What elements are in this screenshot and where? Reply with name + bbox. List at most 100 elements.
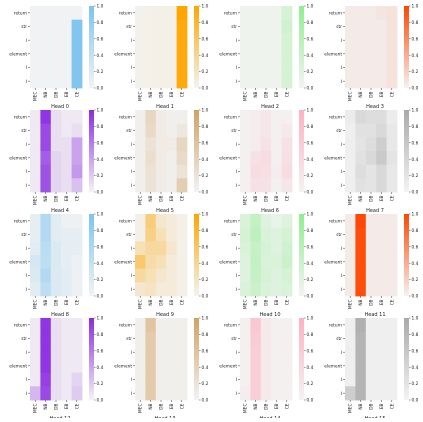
heatmap-cell bbox=[145, 178, 157, 193]
heatmap-cell bbox=[50, 282, 62, 297]
col-label: CE bbox=[179, 195, 185, 201]
heatmap-cell bbox=[260, 318, 272, 333]
heatmap-cell bbox=[166, 74, 177, 89]
heatmap-cell bbox=[365, 255, 377, 270]
colorbar-tick-label: 0.8 bbox=[97, 20, 104, 26]
heatmap-cell bbox=[176, 345, 188, 360]
col-label: DB bbox=[369, 91, 375, 97]
row-label: return bbox=[224, 218, 237, 224]
heatmap-cell bbox=[386, 345, 398, 360]
row-label: str bbox=[126, 232, 132, 238]
heatmap-cell bbox=[355, 60, 367, 75]
heatmap-cell bbox=[260, 137, 272, 152]
heatmap-cell bbox=[260, 386, 272, 401]
heatmap-cell bbox=[71, 268, 83, 283]
row-label: I bbox=[131, 350, 132, 356]
heatmap-cell bbox=[40, 164, 52, 179]
heatmap-cell bbox=[240, 164, 251, 179]
heatmap-cell bbox=[345, 372, 356, 387]
heatmap-cell bbox=[260, 47, 272, 62]
heatmap-cell bbox=[355, 6, 367, 21]
row-label: element bbox=[324, 51, 342, 57]
colorbar-tick-label: 0.0 bbox=[307, 294, 314, 300]
heatmap-cell bbox=[145, 214, 157, 229]
colorbar-tick-label: 0.4 bbox=[412, 261, 419, 267]
row-label: I bbox=[236, 65, 237, 71]
heatmap-cell bbox=[135, 318, 146, 333]
heatmap-cell bbox=[71, 164, 83, 179]
col-label: EB bbox=[169, 91, 175, 97]
heatmap-cell bbox=[40, 318, 52, 333]
heatmap-cell bbox=[61, 47, 72, 62]
heatmap-cell bbox=[260, 359, 272, 374]
row-label: element bbox=[9, 51, 27, 57]
heatmap-cell bbox=[40, 137, 52, 152]
heatmap-cell bbox=[271, 178, 282, 193]
heatmap-cell bbox=[250, 110, 262, 125]
heatmap-cell bbox=[386, 214, 398, 229]
colorbar-tick-label: 0.2 bbox=[307, 277, 314, 283]
heatmap-cell bbox=[250, 241, 262, 256]
heatmap-cell bbox=[386, 359, 398, 374]
heatmap-cell bbox=[50, 60, 62, 75]
heatmap-cell bbox=[50, 6, 62, 21]
heatmap-cell bbox=[386, 372, 398, 387]
heatmap-cell bbox=[281, 268, 293, 283]
heatmap-cell bbox=[40, 47, 52, 62]
row-label: str bbox=[231, 336, 237, 342]
heatmap-cell bbox=[260, 227, 272, 242]
colorbar-tick-label: 1.0 bbox=[97, 4, 104, 10]
heatmap-cell bbox=[30, 110, 41, 125]
col-label: MEC bbox=[243, 196, 249, 205]
heatmap-cell bbox=[281, 60, 293, 75]
heatmap-cell bbox=[155, 110, 167, 125]
col-label: MEC bbox=[348, 196, 354, 205]
heatmap-cell bbox=[260, 19, 272, 34]
heatmap-cell bbox=[250, 372, 262, 387]
heatmap-cell bbox=[166, 123, 177, 138]
heatmap-cell bbox=[61, 151, 72, 166]
row-label: I bbox=[131, 273, 132, 279]
heatmap-cell bbox=[376, 123, 387, 138]
row-label: return bbox=[224, 322, 237, 328]
heatmap-cell bbox=[365, 214, 377, 229]
heatmap-cell bbox=[355, 19, 367, 34]
heatmap-cell bbox=[176, 137, 188, 152]
col-label: NB bbox=[358, 299, 364, 305]
heatmap-cell bbox=[281, 123, 293, 138]
heatmap-cell bbox=[250, 47, 262, 62]
colorbar-tick-label: 0.8 bbox=[412, 124, 419, 130]
colorbar-tick-label: 0.6 bbox=[307, 36, 314, 42]
heatmap-cell bbox=[281, 74, 293, 89]
heatmap-cell bbox=[30, 6, 41, 21]
row-label: I bbox=[236, 391, 237, 397]
heatmap-cell bbox=[271, 137, 282, 152]
heatmap-cell bbox=[145, 33, 157, 48]
heatmap-cell bbox=[71, 74, 83, 89]
row-label: return bbox=[14, 10, 27, 16]
row-label: I bbox=[341, 65, 342, 71]
heatmap-cell bbox=[281, 318, 293, 333]
heatmap-cell bbox=[135, 386, 146, 401]
row-label: I bbox=[236, 273, 237, 279]
col-label: MEC bbox=[348, 404, 354, 413]
heatmap-cell bbox=[61, 60, 72, 75]
heatmap-cell bbox=[365, 241, 377, 256]
col-label: EB bbox=[64, 299, 70, 305]
heatmap-cell bbox=[345, 110, 356, 125]
heatmap-cell bbox=[71, 178, 83, 193]
heatmap-cell bbox=[40, 268, 52, 283]
heatmap-cell bbox=[61, 214, 72, 229]
colorbar-tick-label: 0.8 bbox=[202, 332, 209, 338]
colorbar-tick-label: 0.6 bbox=[97, 36, 104, 42]
heatmap-cell bbox=[250, 268, 262, 283]
heatmap-cell bbox=[271, 386, 282, 401]
heatmap-cell bbox=[386, 178, 398, 193]
col-label: CE bbox=[284, 91, 290, 97]
heatmap-cell bbox=[71, 318, 83, 333]
heatmap-cell bbox=[166, 268, 177, 283]
heatmap-cell bbox=[145, 359, 157, 374]
